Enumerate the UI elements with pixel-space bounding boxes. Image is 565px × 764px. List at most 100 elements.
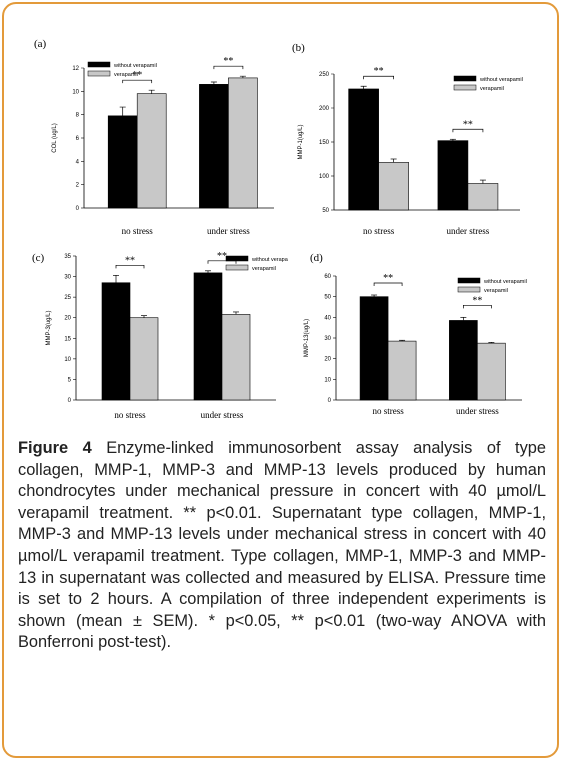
chart-b-category-label: under stress <box>447 226 490 236</box>
chart-a-legend-label: verapamil <box>114 72 138 78</box>
chart-b-legend-swatch <box>453 75 477 82</box>
chart-d-sig-bracket <box>463 304 492 309</box>
panel-c-label: (c) <box>32 252 45 264</box>
chart-d-ytick-label: 50 <box>324 295 331 301</box>
panel-c: (c) 0 5 10 15 20 25 30 35 MMP-3(ug/L) no stress **… <box>26 242 288 428</box>
chart-d-bar-verapamil <box>477 342 506 401</box>
panel-b-label: (b) <box>292 42 305 54</box>
chart-c-bar-verapamil <box>129 317 159 401</box>
chart-a-ytick-label: 2 <box>76 183 80 189</box>
chart-d-bar-verapamil <box>387 340 417 401</box>
chart-d-legend-label: verapamil <box>484 288 508 294</box>
chart-c-sig-bracket <box>207 260 237 264</box>
panel-b: (b) 50 100 150 200 250 MMP-1(ug/L) no stress **… <box>290 28 536 244</box>
figure-caption: Figure 4 Enzyme-linked immunosorbent ass… <box>18 438 546 654</box>
chart-c-ytick-label: 5 <box>68 377 72 383</box>
chart-b-sig-bracket <box>452 128 484 133</box>
chart-c-sig-label: ** <box>217 251 227 262</box>
chart-c-sig-label: ** <box>125 255 135 266</box>
chart-a-category-label: under stress <box>207 226 250 236</box>
chart-c-bar-without <box>193 272 223 401</box>
caption-figure-label: Figure 4 <box>18 439 92 457</box>
chart-d-ylabel: MMP-13(ug/L) <box>304 319 310 357</box>
caption-text: Enzyme-linked immunosorbent assay analys… <box>18 439 546 652</box>
chart-b-bar-without <box>437 140 469 211</box>
chart-d-category-label: no stress <box>372 406 404 416</box>
chart-a-bar-without <box>107 115 138 209</box>
chart-c-bar-verapamil <box>221 314 251 401</box>
chart-b-legend-swatch <box>453 84 477 91</box>
chart-d-bar-without <box>359 296 389 401</box>
chart-c-ytick-label: 0 <box>68 398 72 404</box>
chart-b-ytick-label: 200 <box>319 106 330 112</box>
chart-c-bar-without <box>101 282 131 401</box>
chart-d-svg: 0 10 20 30 40 50 60 MMP-13(ug/L) no stress ** unde… <box>304 273 527 416</box>
chart-a-ytick-label: 4 <box>76 159 80 165</box>
chart-b-bar-without <box>348 88 379 211</box>
chart-d-bar-without <box>449 320 478 401</box>
chart-c-ylabel: MMP-3(ug/L) <box>46 310 52 345</box>
chart-c-legend-swatch <box>225 264 249 271</box>
chart-b-svg: 50 100 150 200 250 MMP-1(ug/L) no stress ** unde… <box>298 66 523 236</box>
chart-d-ytick-label: 0 <box>328 398 332 404</box>
chart-b-bar-verapamil <box>467 183 499 211</box>
chart-b-sig-label: ** <box>463 119 473 130</box>
chart-d-ytick-label: 10 <box>324 377 331 383</box>
panel-a: (a) 0 2 4 6 8 10 12 COL (ug/L) no stress ** under … <box>26 28 288 244</box>
chart-a-ytick-label: 0 <box>76 206 80 212</box>
chart-c-ytick-label: 10 <box>64 357 71 363</box>
chart-c-ytick-label: 30 <box>64 275 71 281</box>
chart-a-sig-label: ** <box>132 70 142 81</box>
chart-c-legend-label: verapamil <box>252 266 276 272</box>
chart-c-ytick-label: 25 <box>64 295 71 301</box>
chart-c-svg: 0 5 10 15 20 25 30 35 MMP-3(ug/L) no stress ** unde… <box>46 251 288 420</box>
chart-c-legend-label: without verapamil <box>251 257 288 263</box>
chart-b-ytick-label: 150 <box>319 140 330 146</box>
chart-d-legend-swatch <box>457 286 481 293</box>
chart-a-sig-bracket <box>122 79 153 84</box>
chart-b-sig-label: ** <box>374 66 384 77</box>
chart-a-ytick-label: 12 <box>72 66 79 72</box>
chart-b-legend-label: without verapamil <box>479 77 523 83</box>
chart-d-legend-swatch <box>457 277 481 284</box>
chart-d-ytick-label: 30 <box>324 336 331 342</box>
chart-b-legend-label: verapamil <box>480 86 504 92</box>
chart-a-ytick-label: 8 <box>76 113 80 119</box>
chart-a-sig-bracket <box>213 65 244 70</box>
chart-a-legend-swatch <box>87 61 111 68</box>
chart-d-ytick-label: 20 <box>324 357 331 363</box>
chart-a-ylabel: COL (ug/L) <box>52 123 58 152</box>
chart-b-ylabel: MMP-1(ug/L) <box>298 124 304 159</box>
chart-d-ytick-label: 60 <box>324 274 331 280</box>
panel-d: (d) 0 10 20 30 40 50 60 MMP-13(ug/L) no stress **… <box>290 242 536 428</box>
chart-b-bar-verapamil <box>378 162 409 211</box>
chart-a-bar-verapamil <box>228 77 258 209</box>
chart-a-ytick-label: 6 <box>76 136 80 142</box>
chart-c-category-label: no stress <box>114 410 146 420</box>
chart-a-sig-label: ** <box>223 56 233 67</box>
chart-d-sig-label: ** <box>472 295 482 306</box>
panel-a-label: (a) <box>34 38 47 50</box>
chart-b-ytick-label: 250 <box>319 72 330 78</box>
chart-a-legend-label: without verapamil <box>113 63 157 69</box>
chart-c-legend-swatch <box>225 255 249 262</box>
chart-a-category-label: no stress <box>122 226 154 236</box>
chart-a-bar-verapamil <box>136 93 167 209</box>
figure-frame: (a) 0 2 4 6 8 10 12 COL (ug/L) no stress ** under … <box>2 2 559 758</box>
chart-d-ytick-label: 40 <box>324 315 331 321</box>
chart-c-category-label: under stress <box>201 410 244 420</box>
chart-b-ytick-label: 50 <box>322 208 329 214</box>
chart-d-sig-label: ** <box>383 273 393 284</box>
panel-d-label: (d) <box>310 252 323 264</box>
chart-b-sig-bracket <box>363 75 394 80</box>
chart-c-ytick-label: 15 <box>64 336 71 342</box>
chart-d-sig-bracket <box>373 282 403 287</box>
chart-c-ytick-label: 20 <box>64 316 71 322</box>
chart-d-legend-label: without verapamil <box>483 279 527 285</box>
chart-b-ytick-label: 100 <box>319 174 330 180</box>
chart-a-bar-without <box>199 84 229 209</box>
chart-a-ytick-label: 10 <box>72 89 79 95</box>
chart-d-category-label: under stress <box>456 406 499 416</box>
chart-b-category-label: no stress <box>363 226 395 236</box>
chart-a-legend-swatch <box>87 70 111 77</box>
